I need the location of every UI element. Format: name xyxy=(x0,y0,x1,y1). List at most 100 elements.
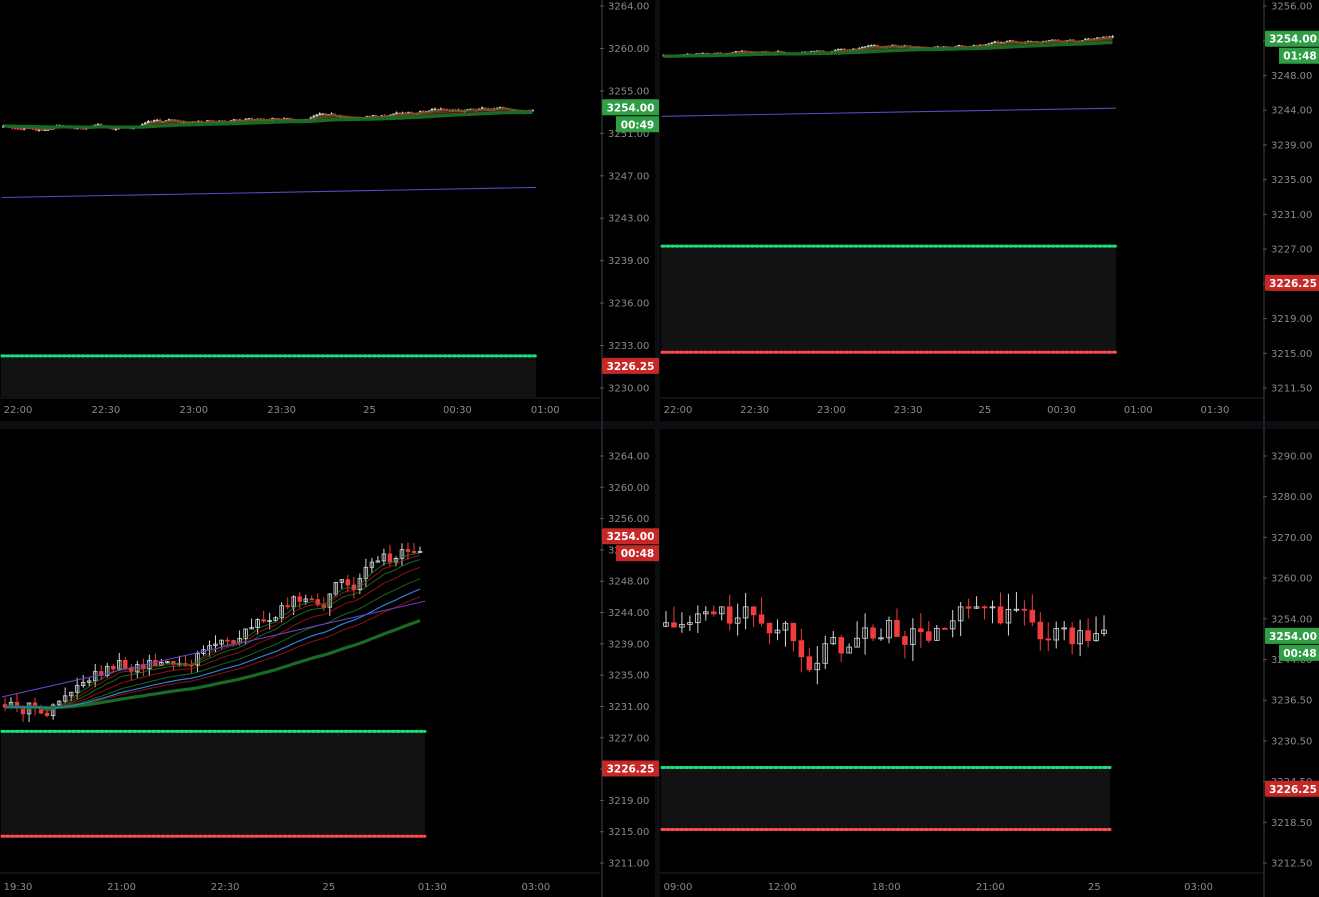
candle-up xyxy=(830,637,837,645)
blue-ma-line xyxy=(4,588,421,709)
x-tick-label: 22:00 xyxy=(4,405,33,416)
countdown-badge-bg xyxy=(1279,644,1319,661)
candle-up xyxy=(273,617,278,621)
x-tick-label: 22:30 xyxy=(211,882,240,893)
candle-up xyxy=(74,685,80,693)
countdown-badge-bg xyxy=(1279,47,1319,64)
level-badge: 3226.25 xyxy=(1269,278,1317,290)
countdown-badge-bg xyxy=(616,545,659,562)
candle-down xyxy=(149,120,153,123)
ribbon-ma-line xyxy=(4,559,421,711)
range-zone xyxy=(1,355,536,398)
candle-down xyxy=(231,640,236,644)
candle-down xyxy=(99,671,104,676)
last-price-badge-bg xyxy=(1265,30,1319,47)
ribbon-ma-line xyxy=(4,552,421,713)
slow-ma-line xyxy=(4,619,421,710)
level-badge-bg xyxy=(602,357,659,374)
ribbon-ma-line xyxy=(3,109,533,129)
x-tick-label: 23:30 xyxy=(894,405,923,416)
candle-up xyxy=(62,695,68,702)
candle-up xyxy=(957,606,964,622)
candle-up xyxy=(933,627,940,641)
last-price-badge: 3254.00 xyxy=(607,102,655,114)
y-tick-label: 3280.00 xyxy=(1271,492,1312,503)
candle-up xyxy=(854,637,860,648)
candle-up xyxy=(782,622,789,631)
vwap-line xyxy=(661,107,1117,117)
ribbon-ma-line xyxy=(4,566,421,710)
level-badge-bg xyxy=(602,760,659,777)
y-tick-label: 3231.00 xyxy=(608,702,649,713)
chart-panel-top-left: 3264.00 3260.00 3255.00 3251.00 3247.00 3243.… xyxy=(0,2,659,416)
candle-down xyxy=(1045,638,1052,641)
candle-up xyxy=(949,620,956,630)
candle-down xyxy=(44,712,50,716)
vertical-divider-center xyxy=(655,0,660,897)
slow-ma-line xyxy=(663,40,1113,58)
countdown-badge: 01:48 xyxy=(1283,51,1316,63)
range-zone xyxy=(661,767,1110,830)
candle-up xyxy=(87,680,92,683)
candle-down xyxy=(710,611,717,615)
candle-up xyxy=(774,629,781,634)
y-tick-label: 3244.00 xyxy=(1271,106,1312,117)
y-tick-label: 3219.00 xyxy=(1271,314,1312,325)
candle-up xyxy=(742,606,749,619)
x-tick-label: 19:30 xyxy=(4,882,33,893)
vertical-divider-left xyxy=(601,0,603,897)
y-tick-label: 3256.00 xyxy=(608,514,649,525)
candle-up xyxy=(703,611,709,615)
candle-down xyxy=(14,127,17,130)
y-tick-label: 3235.00 xyxy=(1271,175,1312,186)
x-tick-label: 22:30 xyxy=(740,405,769,416)
candle-down xyxy=(111,665,116,670)
candle-up xyxy=(973,606,980,609)
x-tick-label: 21:00 xyxy=(976,882,1005,893)
candle-down xyxy=(411,551,417,553)
candle-up xyxy=(1101,629,1107,634)
candle-down xyxy=(806,656,813,671)
range-zone xyxy=(1,731,425,837)
candle-up xyxy=(147,120,150,124)
x-tick-label: 12:00 xyxy=(768,882,797,893)
x-tick-label: 23:30 xyxy=(267,405,296,416)
candle-up xyxy=(910,628,916,645)
candle-down xyxy=(315,599,320,605)
candle-down xyxy=(726,606,733,624)
level-badge: 3226.25 xyxy=(1269,784,1317,796)
x-tick-label: 21:00 xyxy=(107,882,136,893)
candle-up xyxy=(80,682,86,686)
candle-up xyxy=(255,619,260,628)
candle-up xyxy=(695,613,701,624)
candle-up xyxy=(718,606,725,615)
y-tick-label: 3247.00 xyxy=(608,171,649,182)
y-tick-label: 3256.00 xyxy=(1271,2,1312,13)
candle-up xyxy=(1077,630,1083,645)
candle-up xyxy=(734,617,741,624)
candle-down xyxy=(405,549,411,552)
y-tick-label: 3260.00 xyxy=(608,483,649,494)
level-badge-bg xyxy=(1265,780,1319,797)
candle-up xyxy=(68,691,74,697)
y-tick-label: 3244.00 xyxy=(608,608,649,619)
vwap-line xyxy=(1,600,426,698)
y-tick-label: 3230.00 xyxy=(608,384,649,395)
candle-up xyxy=(243,628,248,639)
candle-down xyxy=(1021,608,1028,611)
x-tick-label: 23:00 xyxy=(817,405,846,416)
candle-up xyxy=(1061,627,1067,630)
candle-up xyxy=(1013,608,1020,611)
y-tick-label: 3260.00 xyxy=(608,44,649,55)
y-tick-label: 3248.00 xyxy=(608,577,649,588)
level-badge: 3226.25 xyxy=(607,361,655,373)
candle-down xyxy=(798,640,805,658)
x-tick-label: 22:30 xyxy=(91,405,120,416)
candle-down xyxy=(387,553,393,563)
candle-down xyxy=(345,579,351,586)
candle-down xyxy=(671,622,677,628)
candle-up xyxy=(219,639,224,645)
y-tick-label: 3215.00 xyxy=(1271,349,1312,360)
y-tick-label: 3215.00 xyxy=(608,827,649,838)
y-tick-label: 3235.00 xyxy=(608,671,649,682)
